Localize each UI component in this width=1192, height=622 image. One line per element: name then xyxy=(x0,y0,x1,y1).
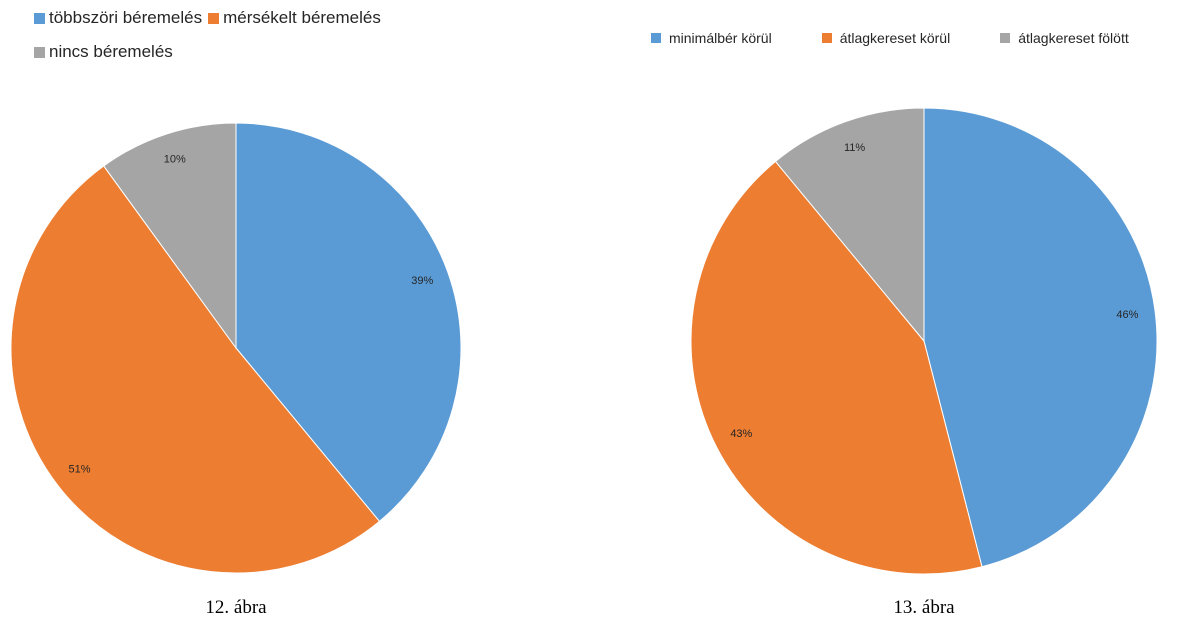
legend-swatch xyxy=(34,46,45,58)
legend-item: mérsékelt béremelés xyxy=(208,8,381,28)
legend-label: mérsékelt béremelés xyxy=(223,8,381,27)
legend-label: átlagkereset körül xyxy=(839,30,951,46)
legend-item: átlagkereset fölött xyxy=(1000,30,1129,46)
legend-swatch xyxy=(1000,33,1011,43)
slice-data-label: 10% xyxy=(164,154,186,166)
slice-data-label: 39% xyxy=(411,275,433,287)
pie-slice xyxy=(10,165,381,574)
legend-item: átlagkereset körül xyxy=(821,30,951,46)
pie-slice xyxy=(690,160,983,575)
legend-label: minimálbér körül xyxy=(669,30,772,46)
pie-slice xyxy=(923,107,1158,568)
legend-item: többszöri béremelés xyxy=(34,8,202,28)
legend-label: nincs béremelés xyxy=(49,42,173,61)
pie-slice xyxy=(774,107,925,343)
slice-data-label: 46% xyxy=(1116,309,1138,321)
legend-figure-12: többszöri béremelés mérsékelt béremelés … xyxy=(34,8,474,62)
slice-data-label: 51% xyxy=(69,463,91,475)
pie-slice xyxy=(235,122,462,523)
legend-item: nincs béremelés xyxy=(34,42,173,62)
figure-caption-12: 12. ábra xyxy=(205,597,267,618)
pie-slice xyxy=(103,122,237,350)
legend-swatch xyxy=(821,33,832,43)
legend-figure-13: minimálbér körül átlagkereset körül átla… xyxy=(651,30,1191,46)
legend-swatch xyxy=(651,33,661,43)
legend-item: minimálbér körül xyxy=(651,30,772,46)
legend-swatch xyxy=(34,12,45,24)
slice-data-label: 43% xyxy=(730,428,752,440)
legend-label: többszöri béremelés xyxy=(49,8,203,27)
figure-caption-13: 13. ábra xyxy=(893,597,955,618)
legend-label: átlagkereset fölött xyxy=(1018,30,1129,46)
legend-swatch xyxy=(208,12,220,24)
slice-data-label: 11% xyxy=(844,142,865,154)
